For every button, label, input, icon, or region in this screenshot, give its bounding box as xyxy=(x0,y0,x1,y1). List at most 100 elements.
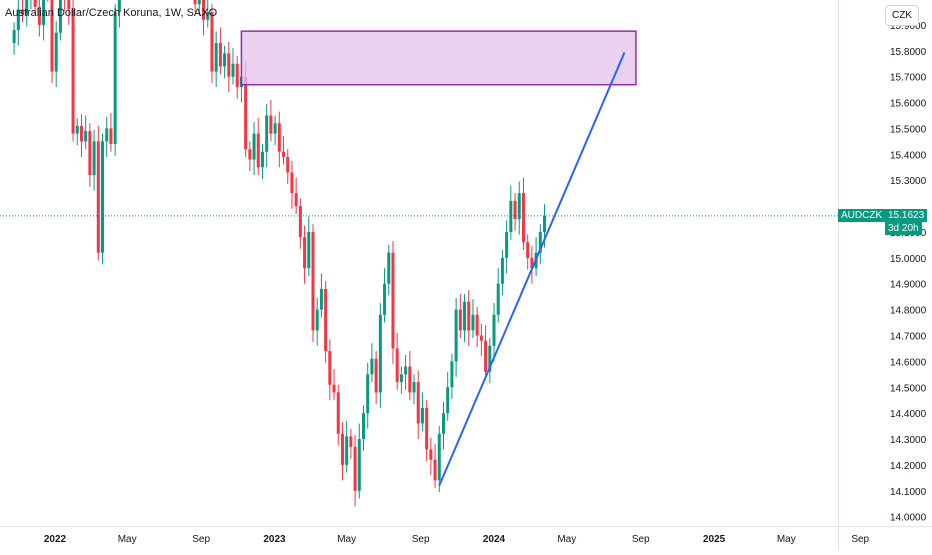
candle xyxy=(282,136,286,165)
candle-body xyxy=(450,361,454,388)
candle xyxy=(50,0,54,84)
candle-body xyxy=(286,156,290,173)
candle-body xyxy=(252,133,256,160)
candle xyxy=(273,115,277,146)
candle xyxy=(294,177,298,214)
candle xyxy=(105,116,109,157)
supply-zone-rectangle[interactable] xyxy=(240,30,637,86)
candle xyxy=(210,4,214,84)
candle-body xyxy=(353,446,357,491)
candle-body xyxy=(496,283,500,315)
candle xyxy=(96,125,100,261)
candle xyxy=(374,351,378,405)
price-axis[interactable]: 15.9000 15.8000 15.7000 15.6000 15.5000 15.40… xyxy=(890,21,927,524)
candle-body xyxy=(446,387,450,414)
candle xyxy=(370,343,374,383)
candle xyxy=(79,114,83,157)
candle xyxy=(64,0,66,11)
candle-body xyxy=(340,433,344,465)
candle-body xyxy=(357,439,361,491)
candle xyxy=(25,0,29,27)
currency-button[interactable]: CZK xyxy=(885,5,919,26)
candle xyxy=(492,303,496,362)
candle-body xyxy=(366,374,370,414)
candle-body xyxy=(256,133,260,168)
candle-body xyxy=(509,200,513,232)
candle-body xyxy=(530,257,534,269)
time-tick-label: 2023 xyxy=(263,534,286,545)
candle-body xyxy=(79,125,83,142)
candle xyxy=(307,216,311,276)
time-tick-label: 2022 xyxy=(44,534,67,545)
candle-body xyxy=(214,43,218,72)
candle-body xyxy=(244,76,248,150)
time-tick-label: 2025 xyxy=(703,534,726,545)
candle-body xyxy=(260,151,264,168)
chart-title: Australian Dollar/Czech Koruna, 1W, SAXO xyxy=(5,7,218,19)
price-tick-label: 15.4000 xyxy=(890,150,927,161)
candle-body xyxy=(374,358,378,393)
candle xyxy=(505,220,509,274)
candle-body xyxy=(391,252,395,349)
candle-body xyxy=(362,413,366,440)
candle xyxy=(84,115,88,150)
candle xyxy=(286,149,290,185)
candle xyxy=(378,303,382,408)
candle-body xyxy=(441,413,445,434)
candle xyxy=(33,0,37,15)
candle-body xyxy=(315,309,319,331)
candle-body xyxy=(231,63,235,77)
candle xyxy=(47,0,49,2)
candle xyxy=(500,250,504,296)
price-tick-label: 14.2000 xyxy=(890,461,927,472)
candle-body xyxy=(433,459,437,481)
price-tick-label: 14.0000 xyxy=(890,513,927,524)
candle xyxy=(101,133,105,265)
candle xyxy=(113,4,117,156)
candle xyxy=(206,0,210,28)
candle xyxy=(345,420,349,473)
candle xyxy=(311,224,315,342)
price-tick-label: 14.1000 xyxy=(890,487,927,498)
candle xyxy=(214,31,218,88)
candle-body xyxy=(517,193,521,220)
trendline[interactable] xyxy=(438,51,626,486)
candle xyxy=(117,0,121,28)
candle xyxy=(260,143,264,179)
candle xyxy=(412,374,416,405)
candle xyxy=(408,351,412,401)
candle-body xyxy=(54,32,58,72)
candle-body xyxy=(383,283,387,315)
annotations-layer[interactable] xyxy=(240,30,637,486)
candle-body xyxy=(311,231,315,331)
candle xyxy=(197,0,201,16)
candle xyxy=(328,339,332,401)
candle-body xyxy=(71,9,75,134)
candle-body xyxy=(526,242,530,258)
price-tick-label: 14.3000 xyxy=(890,435,927,446)
candle-body xyxy=(117,0,121,12)
candle-body xyxy=(96,141,100,253)
candle-body xyxy=(467,301,471,331)
time-tick-label: Sep xyxy=(412,534,430,545)
candle xyxy=(109,112,113,152)
candle-body xyxy=(109,128,113,144)
candle-body xyxy=(425,407,429,450)
candle xyxy=(484,325,488,380)
candle-body xyxy=(75,125,79,134)
candle-body xyxy=(294,193,298,207)
candle xyxy=(231,48,235,85)
candle xyxy=(42,0,46,41)
time-axis[interactable]: 2022 May Sep 2023 May Sep 2024 May Sep 2025 May Sep xyxy=(44,534,870,545)
candle-body xyxy=(101,141,105,253)
candle xyxy=(450,353,454,399)
candle-body xyxy=(420,407,424,424)
candle xyxy=(458,294,462,339)
candle-body xyxy=(248,149,252,160)
candle xyxy=(340,422,344,481)
candle-body xyxy=(202,0,206,20)
candle xyxy=(441,401,445,450)
candle xyxy=(193,0,197,12)
